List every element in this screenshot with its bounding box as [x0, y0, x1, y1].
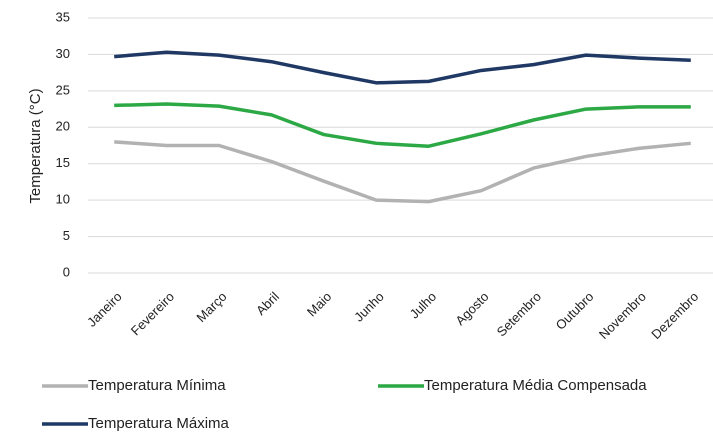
- x-tick-label: Abril: [253, 289, 282, 318]
- y-tick-label: 30: [56, 46, 70, 61]
- x-tick-label: Setembro: [494, 289, 544, 339]
- line-series: [114, 102, 691, 148]
- line-series: [114, 140, 691, 204]
- y-tick-label: 20: [56, 119, 70, 134]
- y-tick-label: 35: [56, 9, 70, 24]
- y-tick-label: 0: [63, 264, 70, 279]
- x-tick-label: Janeiro: [84, 289, 125, 330]
- legend-label: Temperatura Mínima: [88, 377, 226, 394]
- y-tick-label: 5: [63, 228, 70, 243]
- legend-label: Temperatura Média Compensada: [424, 377, 647, 394]
- x-tick-label: Novembro: [596, 289, 649, 342]
- x-tick-label: Agosto: [452, 289, 491, 328]
- x-tick-label: Outubro: [553, 289, 597, 333]
- y-axis-label: Temperatura (°C): [27, 88, 44, 203]
- x-tick-label: Fevereiro: [128, 289, 177, 338]
- x-tick-label: Maio: [304, 289, 335, 320]
- y-tick-label: 25: [56, 82, 70, 97]
- legend-label: Temperatura Máxima: [88, 415, 230, 432]
- x-tick-label: Junho: [351, 289, 387, 325]
- x-tick-label: Julho: [407, 289, 440, 322]
- x-tick-label: Dezembro: [648, 289, 701, 342]
- x-tick-label: Março: [193, 289, 229, 325]
- y-tick-label: 15: [56, 155, 70, 170]
- y-tick-label: 10: [56, 192, 70, 207]
- line-series: [114, 50, 691, 85]
